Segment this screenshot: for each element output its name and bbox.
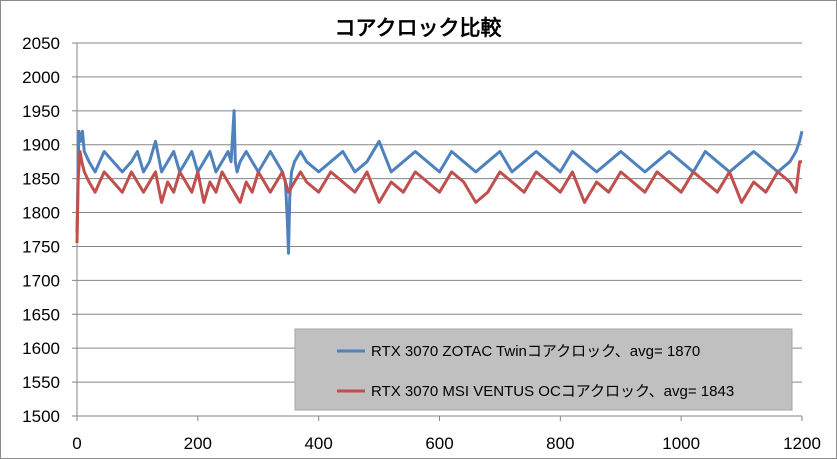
x-tick-label: 400 xyxy=(304,434,332,453)
x-tick-label: 200 xyxy=(184,434,212,453)
y-tick-label: 1750 xyxy=(22,237,60,256)
y-tick-label: 1650 xyxy=(22,305,60,324)
x-tick-label: 1000 xyxy=(662,434,700,453)
y-tick-label: 2000 xyxy=(22,68,60,87)
legend-box xyxy=(294,328,793,411)
y-tick-label: 1600 xyxy=(22,339,60,358)
y-tick-label: 1500 xyxy=(22,407,60,426)
y-tick-label: 1950 xyxy=(22,102,60,121)
chart-title: コアクロック比較 xyxy=(335,16,503,40)
y-tick-label: 1800 xyxy=(22,204,60,223)
axes: 1500 1550 1600 1650 1700 1750 1800 1850 1900 1950… xyxy=(22,34,821,453)
series-line-2 xyxy=(75,150,802,244)
y-tick-label: 1700 xyxy=(22,271,60,290)
y-tick-label: 1900 xyxy=(22,136,60,155)
legend: RTX 3070 ZOTAC Twinコアクロック、avg= 1870 RTX 3… xyxy=(294,328,793,411)
x-tick-label: 800 xyxy=(546,434,574,453)
legend-label-1: RTX 3070 ZOTAC Twinコアクロック、avg= 1870 xyxy=(371,343,700,360)
x-tick-label: 600 xyxy=(425,434,453,453)
series-line-1 xyxy=(75,109,804,255)
y-tick-label: 1550 xyxy=(22,373,60,392)
x-tick-label: 1200 xyxy=(783,434,821,453)
y-tick-label: 1850 xyxy=(22,170,60,189)
y-tick-label: 2050 xyxy=(22,34,60,53)
legend-label-2: RTX 3070 MSI VENTUS OCコアクロック、avg= 1843 xyxy=(371,383,734,400)
series-lines xyxy=(75,109,804,255)
x-tick-label: 0 xyxy=(72,434,81,453)
